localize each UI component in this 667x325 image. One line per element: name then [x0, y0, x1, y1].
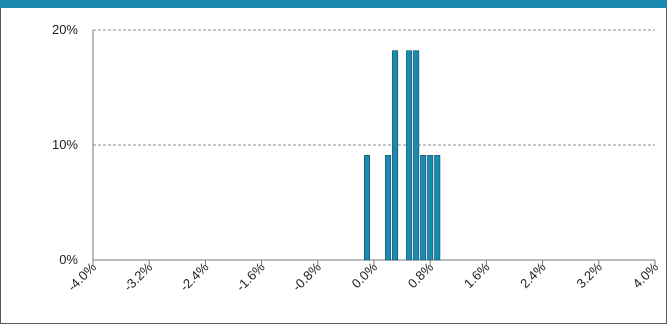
histogram-bar	[413, 50, 420, 261]
y-tick-label: 0%	[59, 252, 78, 267]
x-tick-label: 4.0%	[630, 259, 662, 291]
x-tick-label: -1.6%	[233, 259, 268, 294]
x-tick-label: -3.2%	[121, 259, 156, 294]
x-tick-label: 0.0%	[349, 259, 381, 291]
histogram-bar	[406, 50, 413, 261]
x-tick-label: 3.2%	[573, 259, 605, 291]
x-tick-label: -0.8%	[289, 259, 324, 294]
header-accent-bar	[0, 0, 667, 8]
histogram-bar	[434, 155, 441, 261]
bars	[363, 50, 441, 261]
x-tick-label: -2.4%	[177, 259, 212, 294]
histogram-bar	[363, 155, 370, 261]
axes	[92, 30, 656, 265]
x-tick-label: 1.6%	[461, 259, 493, 291]
histogram-bar	[427, 155, 434, 261]
tick-labels: 0%10%20%-4.0% -3.2% -2.4% -1.6% -0.8% 0.0% 0.8…	[52, 22, 661, 294]
histogram-bar	[392, 50, 399, 261]
histogram-bar	[420, 155, 427, 261]
histogram-bar	[385, 155, 392, 261]
y-tick-label: 10%	[52, 137, 78, 152]
gridlines	[93, 29, 655, 146]
x-tick-label: 2.4%	[517, 259, 549, 291]
y-tick-label: 20%	[52, 22, 78, 37]
x-tick-label: 0.8%	[405, 259, 437, 291]
